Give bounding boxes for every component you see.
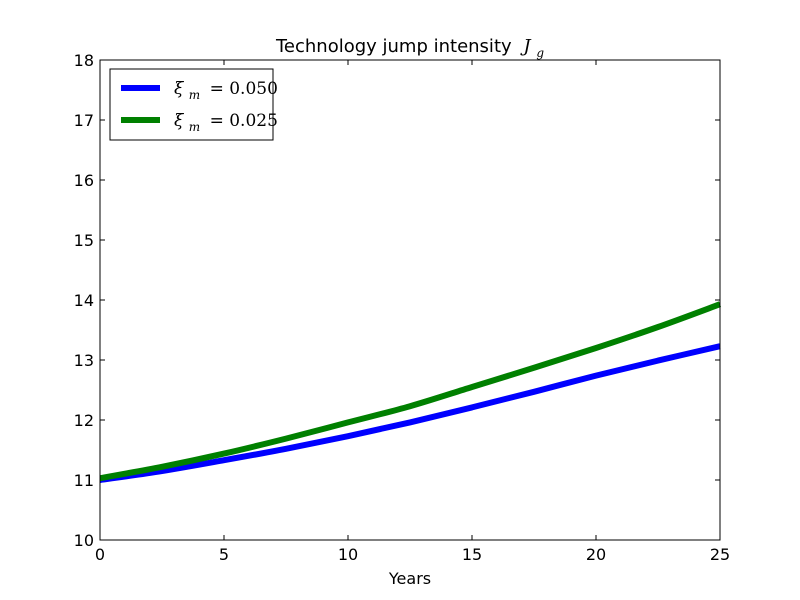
x-tick-label: 15: [462, 545, 482, 564]
series-line-2: [99, 301, 722, 482]
y-tick-label: 11: [74, 471, 94, 490]
chart-title-text: Technology jump intensity: [275, 36, 512, 57]
y-tick-label: 12: [74, 411, 94, 430]
legend-series-2-value: = 0.025: [210, 111, 278, 131]
series-line-1: [99, 343, 721, 483]
y-tick-label: 17: [74, 111, 94, 130]
chart-title-math: J: [519, 36, 532, 57]
chart-title: Technology jump intensity J g: [275, 36, 544, 60]
plot-frame: [99, 59, 721, 541]
series-layer: [99, 301, 722, 483]
legend-series-1-subscript: m: [189, 88, 200, 102]
y-tick-label: 16: [74, 171, 94, 190]
x-tick-label: 25: [710, 545, 730, 564]
x-tick-label: 20: [586, 545, 606, 564]
legend-series-1-symbol: ξ: [174, 79, 185, 99]
legend-series-2-subscript: m: [189, 120, 200, 134]
legend-series-2-symbol: ξ: [174, 111, 185, 131]
y-tick-label: 18: [74, 51, 94, 70]
legend-series-1-value: = 0.050: [210, 79, 278, 99]
x-tick-label: 0: [95, 545, 105, 564]
y-tick-label: 14: [74, 291, 94, 310]
y-tick-label: 15: [74, 231, 94, 250]
y-tick-label: 13: [74, 351, 94, 370]
x-axis-title: Years: [388, 569, 431, 588]
legend-label-series-1: ξ m = 0.050: [174, 79, 278, 104]
x-tick-label: 10: [338, 545, 358, 564]
legend-box: [109, 68, 274, 141]
legend: ξ m = 0.050 ξ m = 0.025: [109, 68, 278, 141]
ticks-layer: 0 5 10 15 20 25 10 11 12 13 14 15 16 17 18: [74, 51, 731, 564]
x-tick-label: 5: [219, 545, 229, 564]
legend-label-series-2: ξ m = 0.025: [174, 111, 278, 136]
y-tick-label: 10: [74, 531, 94, 550]
chart-title-subscript: g: [536, 46, 544, 60]
